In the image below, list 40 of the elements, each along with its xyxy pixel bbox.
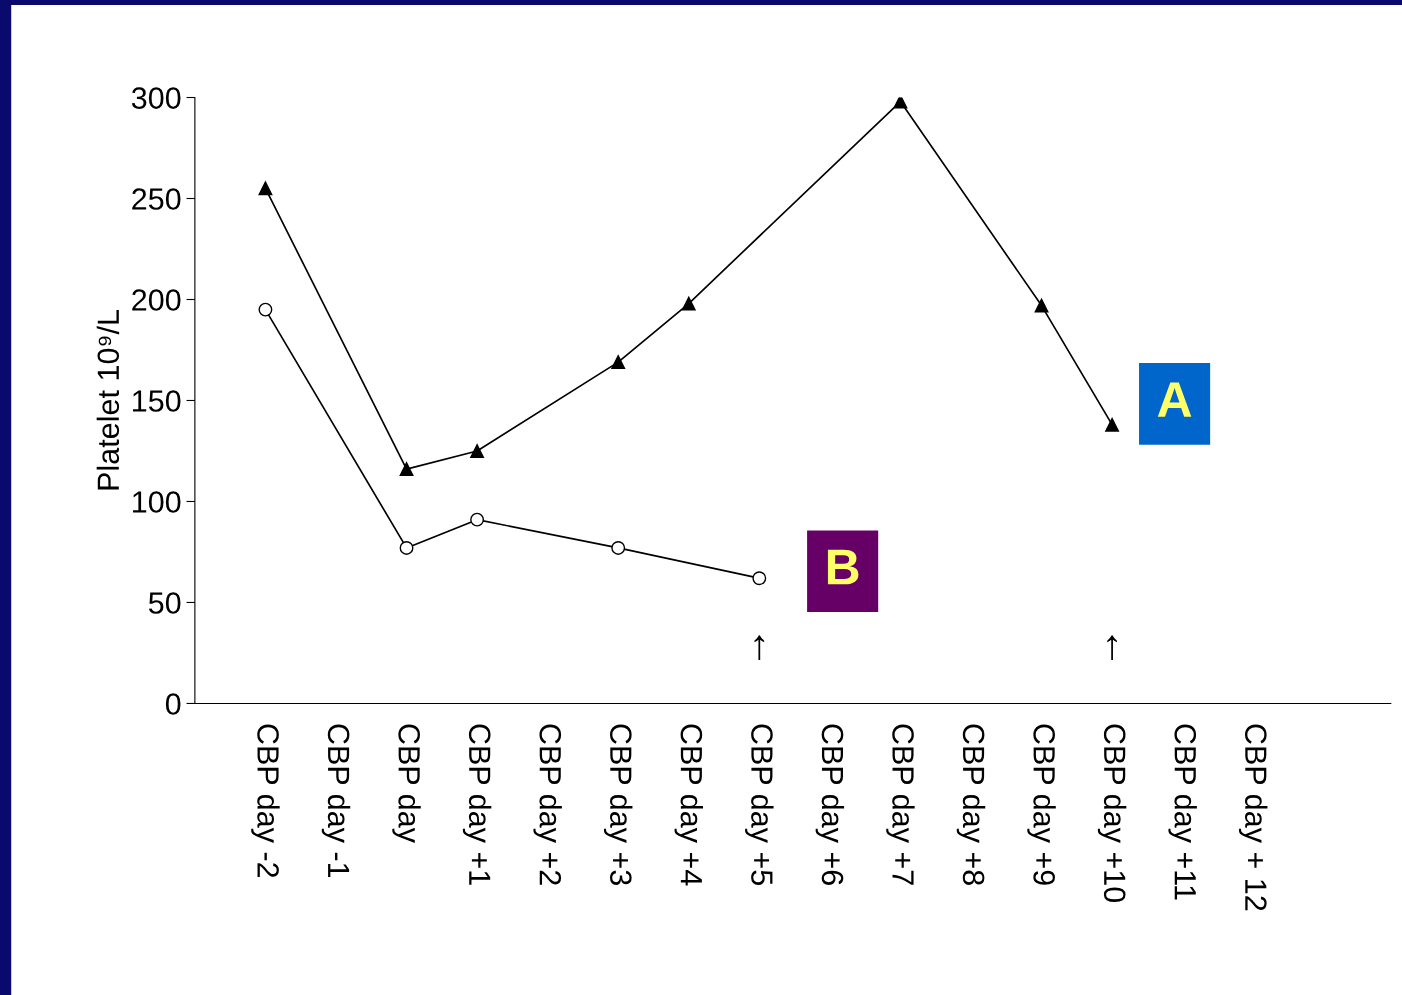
annotation: ↑ bbox=[754, 635, 765, 660]
x-tick-label: CBP day +6 bbox=[815, 724, 845, 885]
y-tick-label: 0 bbox=[165, 693, 181, 715]
point bbox=[752, 571, 767, 586]
point bbox=[470, 444, 485, 458]
x-tick-label: CBP day +10 bbox=[1097, 724, 1127, 903]
y-tick-label: 50 bbox=[148, 592, 181, 614]
point bbox=[611, 355, 626, 370]
point bbox=[399, 540, 414, 555]
point bbox=[1105, 417, 1120, 432]
point bbox=[893, 97, 908, 109]
x-tick-label: CBP day +4 bbox=[674, 724, 703, 886]
annotation: ↑ bbox=[1107, 635, 1117, 660]
x-tick-label: CBP day bbox=[392, 724, 421, 843]
x-tick-label: CBP day +2 bbox=[533, 724, 562, 885]
point bbox=[258, 181, 273, 196]
point bbox=[1034, 298, 1049, 313]
series-label: A bbox=[1157, 382, 1192, 417]
point bbox=[681, 296, 696, 311]
point bbox=[399, 462, 414, 477]
x-tick-label: CBP day -1 bbox=[321, 724, 351, 878]
x-tick-label: CBP day +3 bbox=[603, 724, 633, 885]
y-tick-label: 100 bbox=[133, 491, 181, 513]
x-tick-label: CBP day +11 bbox=[1168, 724, 1197, 900]
x-tick-label: CBP day +7 bbox=[886, 724, 915, 885]
x-tick-label: CBP day +9 bbox=[1027, 724, 1056, 885]
x-tick-label: CBP day +8 bbox=[956, 724, 986, 885]
point bbox=[258, 302, 273, 317]
series-label: B bbox=[827, 549, 859, 585]
x-tick-label: CBP day -2 bbox=[251, 724, 280, 878]
y-axis-title: Platelet 10⁹/L bbox=[96, 310, 120, 490]
y-tick-label: 200 bbox=[132, 289, 181, 311]
x-tick-label: CBP day +1 bbox=[462, 724, 492, 885]
y-tick-label: 300 bbox=[131, 87, 181, 109]
x-tick-label: CBP day + 12 bbox=[1238, 724, 1268, 911]
y-tick-label: 250 bbox=[132, 188, 181, 210]
x-tick-label: CBP day +5 bbox=[745, 724, 774, 885]
point bbox=[470, 512, 485, 527]
point bbox=[611, 540, 626, 555]
y-tick-label: 150 bbox=[133, 390, 181, 412]
